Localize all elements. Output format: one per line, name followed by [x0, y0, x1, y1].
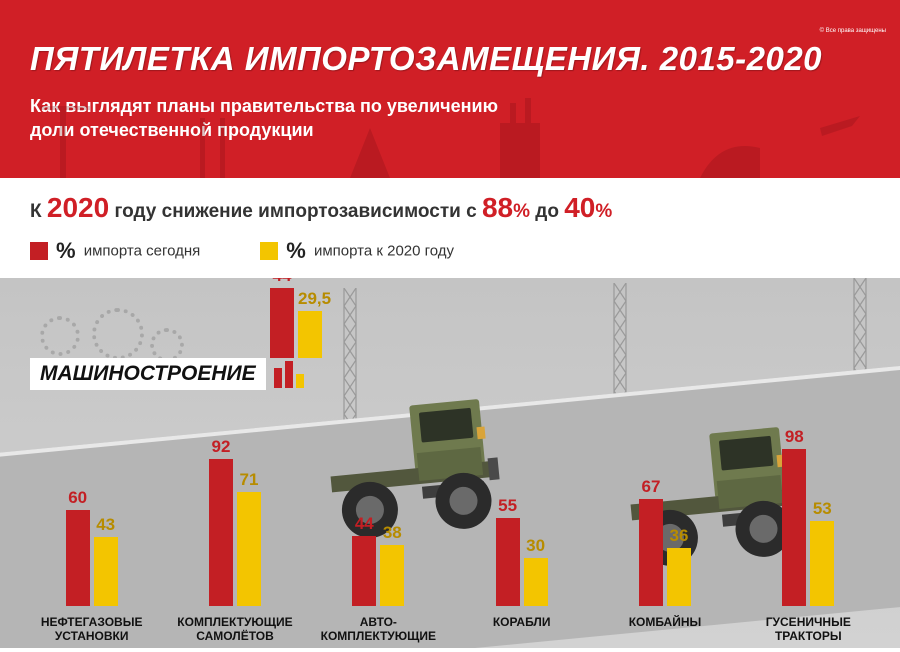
bar-target: 71 [237, 492, 261, 606]
bar-value: 92 [209, 437, 233, 457]
mini-bar [296, 374, 304, 388]
bar-value: 44 [270, 278, 294, 286]
summary-mid: году снижение импортозависимости с [109, 201, 482, 222]
category-label: АВТО- КОМПЛЕКТУЮЩИЕ [318, 616, 438, 644]
legend-label: импорта сегодня [80, 243, 201, 260]
bar-today: 44 [270, 288, 294, 358]
bar-value: 53 [810, 499, 834, 519]
bar-target: 30 [524, 558, 548, 606]
bar-target: 29,5 [298, 311, 322, 358]
summary-prefix: К [30, 201, 47, 222]
pct-sign-2: % [595, 201, 612, 222]
bar-value: 60 [66, 488, 90, 508]
category-label: КОМБАЙНЫ [605, 616, 725, 644]
category-title: МАШИНОСТРОЕНИЕ [30, 358, 266, 390]
summary-to-word: до [530, 201, 564, 222]
category-label: КОМПЛЕКТУЮЩИЕ САМОЛЁТОВ [175, 616, 295, 644]
category-label: ГУСЕНИЧНЫЕ ТРАКТОРЫ [748, 616, 868, 644]
bar-groups-row: 604392714438553067369853 [0, 449, 900, 606]
bar-value: 29,5 [298, 289, 322, 309]
main-title: ПЯТИЛЕТКА ИМПОРТОЗАМЕЩЕНИЯ. 2015-2020 [30, 40, 870, 78]
bar-today: 44 [352, 536, 376, 606]
category-labels-row: НЕФТЕГАЗОВЫЕ УСТАНОВКИ КОМПЛЕКТУЮЩИЕ САМО… [0, 616, 900, 644]
bar-value: 30 [524, 536, 548, 556]
legend-item: % импорта сегодня [30, 238, 200, 264]
legend: % импорта сегодня% импорта к 2020 году [30, 238, 870, 264]
bar-value: 38 [380, 523, 404, 543]
bar-today: 55 [496, 518, 520, 606]
bar-today: 98 [782, 449, 806, 606]
title-bar-pair: 4429,5 [270, 288, 322, 358]
summary-year: 2020 [47, 192, 109, 223]
category-label-box: МАШИНОСТРОЕНИЕ [30, 358, 304, 390]
legend-item: % импорта к 2020 году [260, 238, 454, 264]
bar-target: 53 [810, 521, 834, 606]
bar-target: 43 [94, 537, 118, 606]
legend-swatch [260, 242, 278, 260]
copyright-text: © Все права защищены [820, 28, 886, 34]
gear-icon [40, 316, 80, 356]
bar-group: 5530 [467, 449, 577, 606]
pct-sign-1: % [513, 201, 530, 222]
summary-from: 88 [482, 192, 513, 223]
mini-bars-icon [274, 361, 304, 388]
industrial-silhouettes [0, 98, 900, 178]
legend-pct-sign: % [286, 238, 306, 263]
bar-value: 71 [237, 470, 261, 490]
bar-value: 44 [352, 514, 376, 534]
mini-bar [285, 361, 293, 388]
category-label: КОРАБЛИ [462, 616, 582, 644]
bar-value: 98 [782, 427, 806, 447]
legend-label: импорта к 2020 году [310, 243, 454, 260]
bar-today: 60 [66, 510, 90, 606]
bar-group: 4438 [323, 449, 433, 606]
gear-icon [92, 308, 144, 360]
legend-pct-sign: % [56, 238, 76, 263]
bar-group: 9853 [753, 449, 863, 606]
chart-panel: МАШИНОСТРОЕНИЕ 4429,5 604392714438553067… [0, 278, 900, 648]
bar-target: 36 [667, 548, 691, 606]
bar-value: 67 [639, 477, 663, 497]
bar-group: 6043 [37, 449, 147, 606]
legend-swatch [30, 242, 48, 260]
bar-today: 92 [209, 459, 233, 606]
bar-group: 6736 [610, 449, 720, 606]
summary-text: К 2020 году снижение импортозависимости … [30, 192, 870, 224]
bar-value: 43 [94, 515, 118, 535]
bar-target: 38 [380, 545, 404, 606]
mini-bar [274, 368, 282, 388]
bar-today: 67 [639, 499, 663, 606]
summary-to: 40 [564, 192, 595, 223]
bar-group: 9271 [180, 449, 290, 606]
bar-value: 36 [667, 526, 691, 546]
summary-block: К 2020 году снижение импортозависимости … [0, 178, 900, 278]
bar-value: 55 [496, 496, 520, 516]
header-banner: © Все права защищены ПЯТИЛЕТКА ИМПОРТОЗА… [0, 0, 900, 178]
category-label: НЕФТЕГАЗОВЫЕ УСТАНОВКИ [32, 616, 152, 644]
gear-icon [150, 328, 184, 362]
